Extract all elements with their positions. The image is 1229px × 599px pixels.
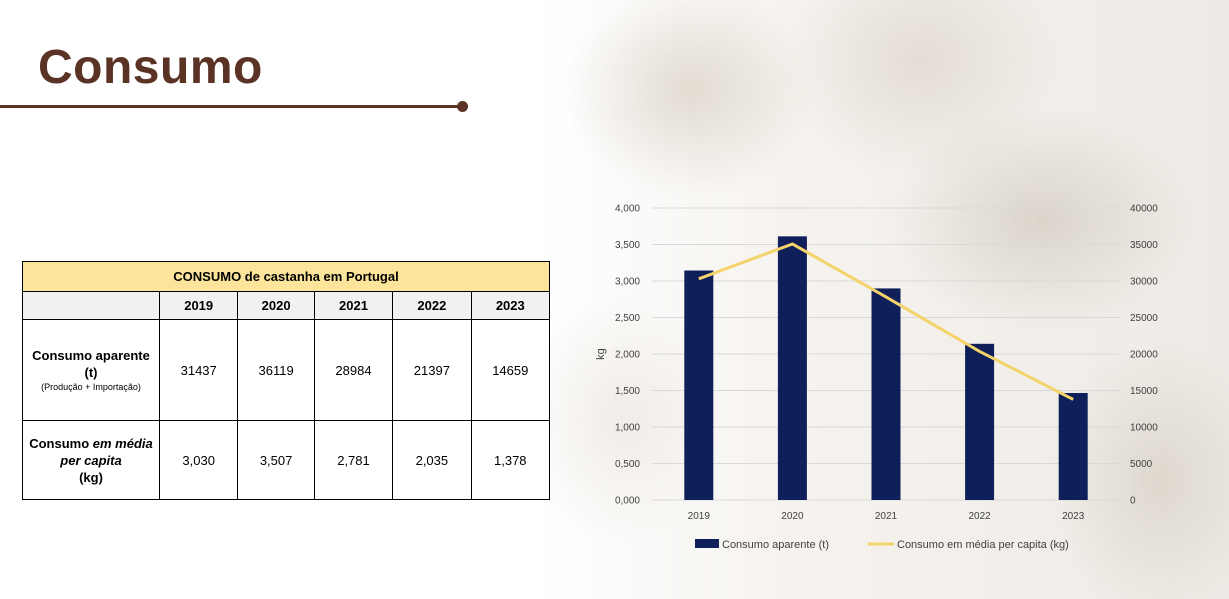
table-year-header: 2021 [313,291,394,320]
row-label-prefix: Consumo [29,435,93,451]
table-header: CONSUMO de castanha em Portugal [22,261,550,292]
y-left-tick-label: 1,500 [615,386,640,397]
y-left-tick-label: 3,500 [615,240,640,251]
bar [965,343,995,500]
y-left-tick-label: 2,500 [615,313,640,324]
table-cell: 31437 [158,319,239,421]
row-sublabel-text: (Produção + Importação) [41,382,141,392]
table-cell: 21397 [392,319,472,421]
y-right-tick-label: 35000 [1130,240,1158,251]
table-cell: 14659 [470,319,551,421]
table-cell: 1,378 [470,420,551,500]
table-year-header: 2019 [158,291,239,320]
x-tick-label: 2022 [968,511,991,522]
y-right-tick-label: 15000 [1130,386,1158,397]
x-tick-label: 2020 [781,511,804,522]
table-cell: 28984 [313,319,394,421]
table-year-row: 2019 2020 2021 2022 2023 [22,291,551,320]
bar [684,270,714,500]
consumption-chart: 0,000 0,500 1,000 1,500 2,000 2,500 3,000 3,500… [595,204,1158,552]
table-year-header: 2022 [392,291,472,320]
consumption-table: CONSUMO de castanha em Portugal 2019 202… [22,261,551,500]
legend-label-line: Consumo em média per capita (kg) [897,539,1069,551]
row-label-consumo-aparente: Consumo aparente (t) (Produção + Importa… [22,319,160,421]
bar [777,236,807,500]
y-left-tick-label: 0,500 [615,459,640,470]
y-right-tick-label: 40000 [1130,204,1158,215]
table-corner-cell [22,291,160,320]
title-underline-dot [457,101,468,112]
x-tick-label: 2019 [688,511,711,522]
table-cell: 3,030 [158,420,239,500]
y-right-tick-label: 10000 [1130,423,1158,434]
table-year-header: 2023 [470,291,551,320]
y-right-tick-label: 5000 [1130,459,1153,470]
y-left-tick-label: 4,000 [615,204,640,215]
table-row-consumo-per-capita: Consumo em média per capita (kg) 3,030 3… [22,420,551,500]
page-title: Consumo [38,41,263,94]
table-cell: 2,781 [313,420,394,500]
row-label-consumo-per-capita: Consumo em média per capita (kg) [22,420,160,500]
y-left-axis-title: kg [595,348,607,360]
y-right-tick-label: 20000 [1130,350,1158,361]
table-cell: 3,507 [237,420,315,500]
row-label-text: Consumo aparente (t) [32,348,150,380]
y-right-tick-label: 0 [1130,496,1136,507]
table-row-consumo-aparente: Consumo aparente (t) (Produção + Importa… [22,319,551,421]
table-cell: 36119 [237,319,315,421]
y-left-tick-label: 3,000 [615,277,640,288]
table-year-header: 2020 [237,291,315,320]
x-tick-label: 2023 [1062,511,1085,522]
legend-label-bar: Consumo aparente (t) [722,539,829,551]
title-underline [0,105,460,108]
y-left-tick-label: 0,000 [615,496,640,507]
row-label-italic: em média per capita [60,435,153,468]
y-right-tick-label: 25000 [1130,313,1158,324]
row-label-suffix: (kg) [79,469,103,485]
y-right-tick-label: 30000 [1130,277,1158,288]
y-left-tick-label: 2,000 [615,350,640,361]
legend-swatch-bar [695,539,719,548]
table-cell: 2,035 [392,420,472,500]
x-tick-label: 2021 [875,511,898,522]
y-left-tick-label: 1,000 [615,423,640,434]
bar [1058,392,1088,500]
bar [871,288,901,500]
